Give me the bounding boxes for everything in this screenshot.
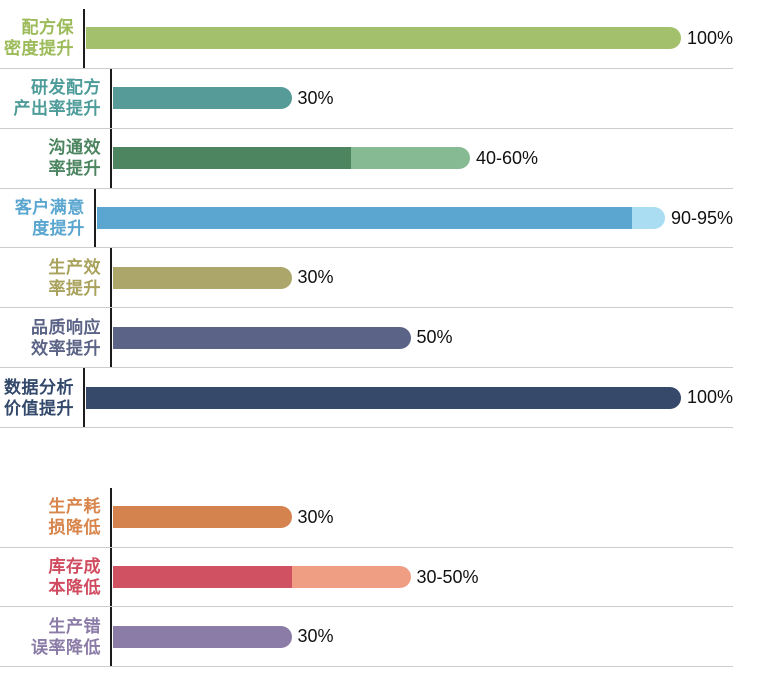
chart-group-improvements: 配方保 密度提升 100% 研发配方 产出率提升 30% 沟通效 率提升 40-60% 客户满意度… — [0, 9, 733, 429]
bar — [113, 566, 411, 588]
category-label: 生产错 误率降低 — [0, 607, 110, 666]
chart-group-reductions: 生产耗 损降低 30% 库存成本降低 30-50% 生产错 误率降低 30% — [0, 488, 733, 668]
bar — [85, 27, 681, 50]
chart-row: 配方保 密度提升 100% — [0, 9, 733, 69]
bar — [113, 326, 411, 349]
category-label-line: 生产错 — [48, 616, 101, 636]
plot-area: 30-50% — [110, 547, 733, 607]
bar-segment — [113, 566, 292, 588]
bar-segment — [113, 147, 351, 170]
chart-row: 品质响应 效率提升 50% — [0, 308, 733, 369]
plot-area: 90-95% — [93, 188, 733, 248]
value-label: 30% — [297, 626, 334, 647]
chart-row: 客户满意度提升 90-95% — [0, 188, 733, 249]
category-label-line: 配方保 — [21, 18, 74, 38]
bar-segment — [85, 386, 681, 409]
chart-row: 沟通效 率提升 40-60% — [0, 128, 733, 189]
value-label: 100% — [686, 27, 733, 48]
bar-segment — [113, 326, 411, 349]
plot-area: 30% — [110, 68, 733, 128]
value-label: 100% — [686, 387, 733, 408]
bar — [113, 147, 470, 170]
bar — [113, 625, 292, 648]
category-label-line: 研发配方 — [31, 78, 101, 98]
category-label-line: 价值提升 — [3, 398, 74, 418]
category-label-line: 沟通效 — [48, 138, 101, 158]
bar-segment — [291, 566, 411, 588]
bar-segment — [632, 207, 665, 229]
bar-segment — [113, 625, 292, 648]
plot-area: 100% — [82, 368, 733, 428]
category-label-line: 密度提升 — [3, 39, 74, 59]
value-label: 40-60% — [476, 147, 539, 168]
plot-area: 30% — [110, 248, 733, 308]
category-label: 数据分析 价值提升 — [0, 368, 83, 427]
category-label: 客户满意度提升 — [0, 189, 94, 248]
bar-segment — [85, 27, 681, 50]
bar-segment — [96, 207, 633, 229]
category-label: 库存成 本降低 — [0, 548, 110, 607]
category-label-line: 产出率提升 — [13, 99, 101, 119]
category-label: 生产耗 损降低 — [0, 488, 110, 547]
plot-area: 40-60% — [110, 128, 733, 188]
bar-segment — [351, 147, 470, 170]
plot-area: 30% — [110, 607, 733, 667]
category-label: 配方保 密度提升 — [0, 9, 83, 68]
category-label-line: 率提升 — [48, 159, 101, 179]
bar-segment — [113, 506, 292, 529]
bar — [113, 266, 292, 289]
value-label: 30% — [297, 506, 334, 527]
category-label: 研发配方 产出率提升 — [0, 69, 110, 128]
category-label-line: 本降低 — [48, 578, 101, 597]
category-label-line: 效率提升 — [31, 338, 101, 358]
category-label-line: 客户满意 — [14, 198, 85, 217]
bar-segment — [113, 266, 292, 289]
chart-row: 数据分析 价值提升 100% — [0, 368, 733, 429]
bar — [113, 506, 292, 529]
category-label: 生产效 率提升 — [0, 248, 110, 307]
chart-row: 库存成本降低 30-50% — [0, 547, 733, 608]
bar — [113, 87, 292, 110]
category-label-line: 生产耗 — [48, 497, 101, 517]
category-label-line: 库存成 — [48, 557, 101, 576]
category-label-line: 损降低 — [48, 518, 101, 538]
category-label-line: 生产效 — [48, 257, 101, 277]
category-label-line: 度提升 — [32, 219, 85, 238]
value-label: 50% — [416, 327, 453, 348]
category-label: 沟通效 率提升 — [0, 129, 110, 188]
chart-row: 研发配方 产出率提升 30% — [0, 68, 733, 129]
plot-area: 100% — [82, 9, 733, 68]
chart-row: 生产耗 损降低 30% — [0, 488, 733, 548]
value-label: 30-50% — [416, 566, 479, 587]
category-label-line: 品质响应 — [31, 317, 101, 337]
plot-area: 50% — [110, 308, 733, 368]
value-label: 30% — [297, 87, 334, 108]
bar — [85, 386, 681, 409]
category-label: 品质响应 效率提升 — [0, 308, 110, 367]
chart-row: 生产效 率提升 30% — [0, 248, 733, 309]
bar — [96, 207, 665, 229]
value-label: 30% — [297, 267, 334, 288]
chart-row: 生产错 误率降低 30% — [0, 607, 733, 668]
bar-segment — [113, 87, 292, 110]
category-label-line: 误率降低 — [31, 637, 101, 657]
value-label: 90-95% — [670, 207, 733, 228]
category-label-line: 率提升 — [48, 278, 101, 298]
plot-area: 30% — [110, 488, 733, 547]
category-label-line: 数据分析 — [3, 377, 74, 397]
